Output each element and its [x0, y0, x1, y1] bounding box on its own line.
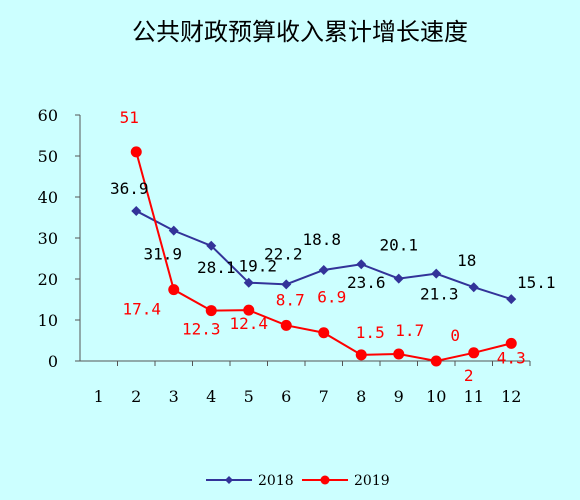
- data-point-2019: [505, 337, 517, 349]
- data-label-2019: 4.3: [497, 348, 526, 367]
- y-tick-label: 20: [38, 270, 58, 289]
- y-tick-label: 0: [48, 352, 58, 371]
- data-point-2018: [393, 273, 404, 284]
- y-tick-label: 40: [38, 188, 58, 207]
- y-tick-label: 30: [38, 229, 58, 248]
- data-point-2018: [506, 294, 517, 305]
- data-label-2018: 15.1: [517, 273, 556, 292]
- x-tick-label: 2: [131, 387, 141, 406]
- x-tick-label: 6: [281, 387, 291, 406]
- legend-marker-2019: [320, 475, 330, 485]
- data-label-2018: 19.2: [238, 257, 277, 276]
- data-label-2019: 1.7: [395, 321, 424, 340]
- data-labels: 36.9 31.9 28.1 19.222.218.8 23.6 20.1 21.3 18 15…: [110, 108, 556, 385]
- data-label-2018: 21.3: [420, 285, 459, 304]
- data-point-2019: [205, 305, 217, 317]
- data-label-2019: 17.4: [122, 300, 161, 319]
- legend-label-2018: 2018: [258, 473, 294, 489]
- x-tick-label: 9: [394, 387, 404, 406]
- data-label-2019: 0: [450, 326, 460, 345]
- data-label-2018: 18.8: [302, 230, 341, 249]
- data-point-2019: [280, 319, 292, 331]
- legend-marker-2018: [225, 476, 233, 484]
- chart-title: 公共财政预算收入累计增长速度: [132, 18, 468, 46]
- data-point-2019: [393, 348, 405, 360]
- data-label-2018: 18: [457, 251, 476, 270]
- data-point-2019: [318, 327, 330, 339]
- y-tick-label: 50: [38, 147, 58, 166]
- data-label-2018: 31.9: [143, 245, 182, 264]
- data-point-2019: [468, 347, 480, 359]
- data-label-2019: 6.9: [317, 288, 346, 307]
- x-tick-label: 3: [169, 387, 179, 406]
- data-point-2019: [168, 284, 180, 296]
- data-point-2018: [468, 282, 479, 293]
- data-point-2019: [430, 355, 442, 367]
- data-point-2019: [355, 349, 367, 361]
- data-label-2019: 8.7: [276, 290, 305, 309]
- data-point-2018: [168, 225, 179, 236]
- series-lines: [130, 146, 517, 367]
- data-point-2018: [243, 277, 254, 288]
- x-tick-label: 11: [464, 387, 484, 406]
- data-point-2018: [206, 240, 217, 251]
- data-label-2019: 1.5: [356, 323, 385, 342]
- x-tick-label: 1: [94, 387, 104, 406]
- y-tick-label: 10: [38, 311, 58, 330]
- data-point-2018: [281, 279, 292, 290]
- x-tick-label: 8: [356, 387, 366, 406]
- y-tick-label: 60: [38, 106, 58, 125]
- data-label-2018: 22.2: [264, 244, 303, 263]
- data-label-2019: 12.4: [229, 314, 268, 333]
- data-label-2018: 20.1: [379, 236, 418, 255]
- data-point-2018: [318, 264, 329, 275]
- x-tick-label: 10: [426, 387, 446, 406]
- data-label-2019: 2: [464, 366, 474, 385]
- data-label-2018: 28.1: [197, 258, 236, 277]
- data-label-2019: 12.3: [182, 320, 221, 339]
- data-point-2018: [431, 268, 442, 279]
- data-label-2019: 51: [120, 108, 139, 127]
- legend: 2018 2019: [206, 473, 390, 489]
- data-label-2018: 23.6: [347, 273, 386, 292]
- x-tick-label: 7: [319, 387, 329, 406]
- data-point-2018: [131, 205, 142, 216]
- legend-label-2019: 2019: [354, 473, 390, 489]
- data-point-2019: [243, 304, 255, 316]
- x-tick-label: 12: [501, 387, 521, 406]
- x-tick-label: 5: [244, 387, 254, 406]
- data-label-2018: 36.9: [110, 179, 149, 198]
- x-tick-label: 4: [206, 387, 216, 406]
- data-point-2018: [356, 259, 367, 270]
- data-point-2019: [130, 146, 142, 158]
